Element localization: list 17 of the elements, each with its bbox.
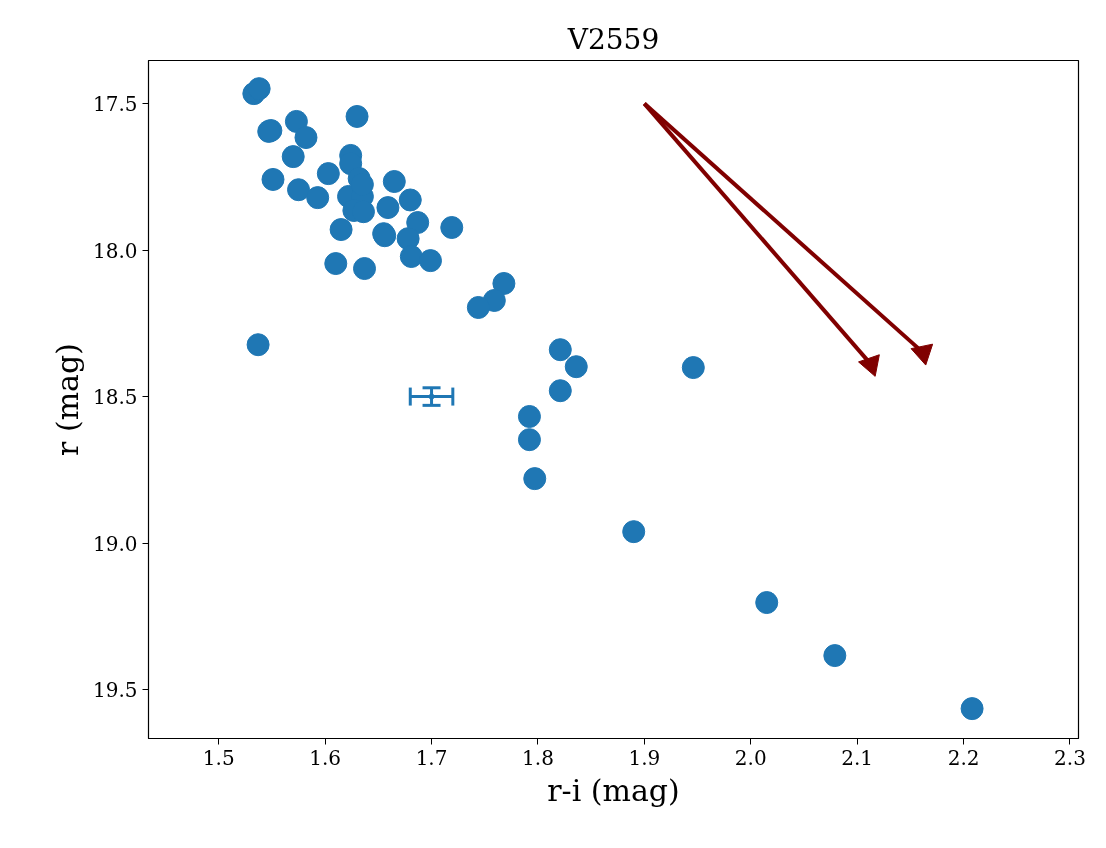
x-tick-label: 1.6 [309, 745, 342, 770]
y-tick-label: 18.5 [92, 385, 138, 410]
x-tick-label: 1.5 [202, 745, 235, 770]
x-tick-label: 2.2 [947, 745, 980, 770]
y-tick-label: 19.5 [92, 678, 138, 703]
y-tick-label: 18.0 [92, 238, 138, 263]
x-tick-label: 2.0 [734, 745, 767, 770]
y-axis-title: r (mag) [49, 343, 85, 456]
x-tick-label: 2.1 [841, 745, 874, 770]
chart-title: V2559 [566, 22, 660, 56]
x-tick-label: 1.7 [415, 745, 448, 770]
x-tick-label: 2.3 [1054, 745, 1086, 770]
y-tick-label: 17.5 [92, 92, 138, 117]
y-tick-label: 19.0 [92, 531, 138, 556]
x-axis-title: r-i (mag) [547, 772, 680, 808]
x-tick-label: 1.8 [522, 745, 554, 770]
x-tick-label: 1.9 [628, 745, 661, 770]
